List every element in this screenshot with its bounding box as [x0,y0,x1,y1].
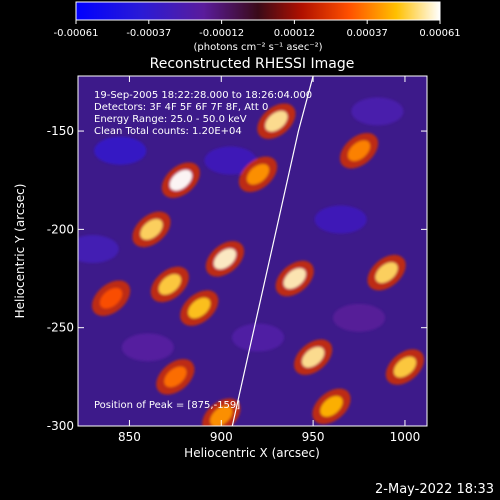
y-axis-ticks: -150 -200 -250 -300 [47,124,427,433]
x-tick-label: 1000 [390,430,421,444]
cold-region [314,205,367,234]
chart-title: Reconstructed RHESSI Image [150,56,355,72]
colorbar-tick-label: 0.00012 [274,28,315,39]
colorbar [75,1,441,21]
hotspot [140,219,163,240]
hotspot [375,262,398,283]
x-tick-label: 850 [118,430,141,444]
colorbar-ticks: -0.00061 -0.00037 -0.00012 0.00012 0.00037 0.… [54,20,461,39]
footer-date: 2-May-2022 18:33 [375,482,494,497]
info-line: Detectors: 3F 4F 5F 6F 7F 8F, Att 0 [94,102,268,113]
hotspot [213,248,237,270]
cold-region [121,333,174,362]
cold-region [94,136,147,165]
x-axis-label: Heliocentric X (arcsec) [184,446,320,460]
colorbar-tick-label: 0.00061 [419,28,460,39]
x-tick-label: 950 [302,430,325,444]
cold-region [351,97,404,126]
y-tick-label: -200 [47,222,74,236]
hotspot [158,274,182,295]
x-tick-label: 900 [210,430,233,444]
hotspot [301,346,325,368]
y-tick-label: -250 [47,321,74,335]
hotspot [265,110,288,132]
colorbar-tick-label: 0.00037 [347,28,388,39]
y-tick-label: -150 [47,124,74,138]
hotspot [188,297,211,319]
hotspot [210,405,233,426]
x-axis-ticks: 850 900 950 1000 [118,76,420,444]
colorbar-tick-label: -0.00037 [126,28,171,39]
cold-region [333,303,386,332]
solar-limb-line [231,76,314,426]
info-line: Clean Total counts: 1.20E+04 [94,126,242,137]
hotspot [246,163,270,185]
hotspot [283,268,306,289]
hotspot [164,366,187,388]
colorbar-tick-label: -0.00012 [199,28,244,39]
hotspot [393,356,417,378]
hotspot [99,287,123,309]
colorbar-unit-label: (photons cm⁻² s⁻¹ asec⁻²) [193,42,322,53]
hotspot [347,140,371,162]
hotspot [169,169,193,191]
hotspot [320,395,343,417]
plot-frame [77,75,428,427]
intensity-field [78,97,425,426]
info-line: 19-Sep-2005 18:22:28.000 to 18:26:04.000 [94,90,312,101]
cold-region [204,146,257,175]
cold-region [232,323,285,352]
info-line: Energy Range: 25.0 - 50.0 keV [94,114,247,125]
y-axis-label: Heliocentric Y (arcsec) [13,184,27,319]
colorbar-tick-label: -0.00061 [54,28,99,39]
peak-position-label: Position of Peak = [875,-159] [94,400,240,411]
y-tick-label: -300 [47,419,74,433]
observation-info: 19-Sep-2005 18:22:28.000 to 18:26:04.000… [94,90,312,137]
cold-region [78,235,119,264]
